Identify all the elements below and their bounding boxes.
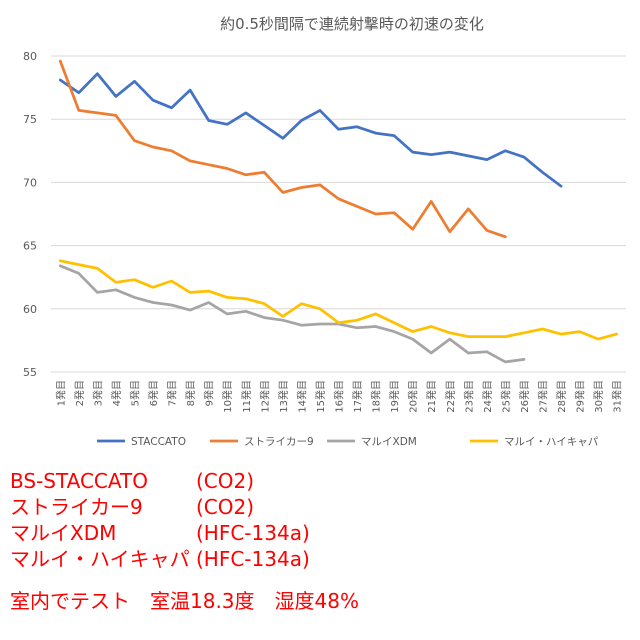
spacer — [10, 572, 635, 588]
x-tick-label: 9発目 — [203, 380, 216, 406]
note-gun-name: マルイXDM — [10, 521, 117, 545]
note-line-hicapa: マルイ・ハイキャパ (HFC-134a) — [10, 546, 635, 572]
series-line-3 — [58, 259, 619, 341]
chart-frame: 約0.5秒間隔で連続射撃時の初速の変化 55 60 65 70 75 80 1発目 2発目 3… — [23, 15, 626, 448]
x-tick-label: 6発目 — [147, 380, 160, 406]
y-tick-label: 70 — [23, 176, 37, 189]
x-tick-label: 15発目 — [314, 380, 327, 413]
x-tick-label: 30発目 — [592, 380, 605, 413]
x-tick-label: 20発目 — [407, 380, 420, 413]
chart-title: 約0.5秒間隔で連続射撃時の初速の変化 — [220, 15, 484, 33]
series-line-2 — [58, 264, 526, 364]
note-gas-type: (HFC-134a) — [196, 547, 310, 571]
x-tick-label: 29発目 — [574, 380, 587, 413]
test-condition: 室内でテスト 室温18.3度 湿度48% — [10, 589, 359, 613]
note-gas-type: (CO2) — [196, 495, 255, 519]
x-tick-label: 1発目 — [54, 380, 67, 406]
legend: STACCATO ストライカー9 マルイXDM マルイ・ハイキャパ — [97, 436, 599, 448]
note-line-xdm: マルイXDM (HFC-134a) — [10, 520, 635, 546]
y-axis-tick-labels: 55 60 65 70 75 80 — [23, 50, 37, 379]
y-tick-label: 65 — [23, 240, 37, 253]
legend-label: STACCATO — [131, 436, 186, 448]
x-tick-label: 24発目 — [481, 380, 494, 413]
x-tick-label: 28発目 — [555, 380, 568, 413]
x-tick-label: 13発目 — [277, 380, 290, 413]
x-tick-label: 3発目 — [91, 380, 104, 406]
x-tick-label: 26発目 — [518, 380, 531, 413]
series-lines — [58, 59, 619, 364]
x-tick-label: 11発目 — [240, 380, 253, 413]
x-tick-label: 10発目 — [221, 380, 234, 413]
x-tick-label: 12発目 — [258, 380, 271, 413]
x-tick-label: 5発目 — [128, 380, 141, 406]
x-tick-label: 16発目 — [333, 380, 346, 413]
x-tick-label: 19発目 — [388, 380, 401, 413]
x-tick-label: 18発目 — [370, 380, 383, 413]
note-line-striker9: ストライカー9 (CO2) — [10, 494, 635, 520]
x-tick-label: 23発目 — [462, 380, 475, 413]
x-tick-label: 2発目 — [73, 380, 86, 406]
y-tick-label: 80 — [23, 50, 37, 63]
x-tick-label: 14発目 — [295, 380, 308, 413]
note-gas-type: (CO2) — [196, 469, 255, 493]
x-axis-tick-labels: 1発目 2発目 3発目 4発目 5発目 6発目 7発目 8発目 9発目 10発目 11発目 12発目 1… — [54, 380, 623, 413]
series-line-1 — [58, 59, 507, 239]
x-tick-label: 7発目 — [166, 380, 179, 406]
y-tick-label: 75 — [23, 113, 37, 126]
x-tick-label: 25発目 — [499, 380, 512, 413]
legend-label: ストライカー9 — [244, 436, 314, 448]
note-gun-name: マルイ・ハイキャパ — [10, 547, 190, 571]
x-tick-label: 8発目 — [184, 380, 197, 406]
x-tick-label: 4発目 — [110, 380, 123, 406]
note-gun-name: ストライカー9 — [10, 495, 143, 519]
y-tick-label: 60 — [23, 303, 37, 316]
legend-label: マルイXDM — [361, 436, 417, 448]
x-tick-label: 31発目 — [611, 380, 624, 413]
note-gun-name: BS-STACCATO — [10, 469, 148, 493]
legend-label: マルイ・ハイキャパ — [504, 436, 599, 448]
x-tick-label: 21発目 — [425, 380, 438, 413]
y-tick-label: 55 — [23, 366, 37, 379]
x-tick-label: 22発目 — [444, 380, 457, 413]
note-line-staccato: BS-STACCATO (CO2) — [10, 468, 635, 494]
x-tick-label: 17発目 — [351, 380, 364, 413]
line-chart: 約0.5秒間隔で連続射撃時の初速の変化 55 60 65 70 75 80 1発目 2発目 3… — [23, 15, 626, 448]
grid-lines — [51, 55, 626, 373]
note-gas-type: (HFC-134a) — [196, 521, 310, 545]
x-tick-label: 27発目 — [537, 380, 550, 413]
test-notes: BS-STACCATO (CO2) ストライカー9 (CO2) マルイXDM (HFC… — [10, 468, 635, 614]
series-line-0 — [58, 72, 563, 188]
